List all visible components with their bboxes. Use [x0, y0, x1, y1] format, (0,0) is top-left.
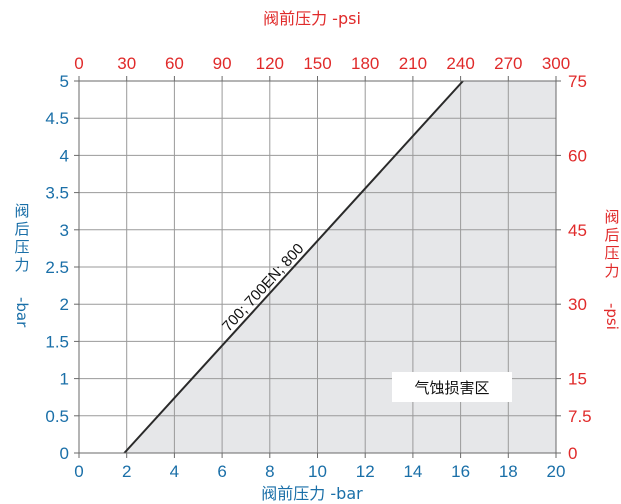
region-label-background: [392, 372, 512, 402]
left-tick-label: 1.5: [45, 332, 69, 351]
right-axis-title-unit: -psi: [603, 303, 621, 330]
top-tick-label: 180: [351, 54, 379, 73]
left-tick-label: 4.5: [45, 109, 69, 128]
right-axis-title-char: 力: [604, 262, 619, 280]
series-layer: [123, 80, 464, 454]
right-tick-label: 45: [568, 221, 587, 240]
top-tick-label: 90: [213, 54, 232, 73]
right-tick-label: 30: [568, 295, 587, 314]
left-tick-label: 4: [60, 146, 69, 165]
bottom-tick-label: 10: [308, 462, 327, 481]
bottom-tick-label: 2: [122, 462, 131, 481]
series-line: [123, 80, 464, 454]
left-tick-label: 2: [60, 295, 69, 314]
right-axis-title-char: 压: [604, 244, 619, 262]
top-tick-label: 30: [117, 54, 136, 73]
ticks-layer: 0 2 4 6 8 10 12 14 16 18 200 30 60 90 120 150 180 210 240 2…: [45, 54, 591, 481]
bottom-tick-label: 4: [170, 462, 179, 481]
left-axis-title-char: 阀: [14, 202, 29, 220]
bottom-tick-label: 12: [356, 462, 375, 481]
left-tick-label: 0.5: [45, 407, 69, 426]
bottom-tick-label: 20: [547, 462, 566, 481]
top-tick-label: 60: [165, 54, 184, 73]
top-tick-label: 0: [74, 54, 83, 73]
left-tick-label: 3: [60, 221, 69, 240]
left-tick-label: 3.5: [45, 184, 69, 203]
top-tick-label: 150: [303, 54, 331, 73]
right-tick-label: 0: [568, 444, 577, 463]
left-tick-label: 0: [60, 444, 69, 463]
bottom-tick-label: 0: [74, 462, 83, 481]
top-tick-label: 240: [446, 54, 474, 73]
right-tick-label: 60: [568, 146, 587, 165]
top-tick-label: 120: [256, 54, 284, 73]
bottom-tick-label: 18: [499, 462, 518, 481]
top-axis-title: 阀前压力 -psi: [263, 9, 361, 28]
bottom-tick-label: 8: [265, 462, 274, 481]
bottom-axis-title: 阀前压力 -bar: [261, 484, 363, 503]
left-axis-title-char: 力: [14, 256, 29, 274]
top-tick-label: 300: [542, 54, 570, 73]
right-tick-label: 75: [568, 72, 587, 91]
right-axis-title-char: 后: [604, 226, 619, 244]
left-axis-title-char: 后: [14, 220, 29, 238]
bottom-tick-label: 16: [451, 462, 470, 481]
top-tick-label: 210: [399, 54, 427, 73]
left-tick-label: 2.5: [45, 258, 69, 277]
bottom-tick-label: 6: [217, 462, 226, 481]
right-tick-label: 15: [568, 370, 587, 389]
right-axis-title-char: 阀: [604, 208, 619, 226]
left-axis-title-unit: -bar: [13, 297, 31, 328]
top-tick-label: 270: [494, 54, 522, 73]
region-label: 气蚀损害区: [414, 379, 489, 397]
right-tick-label: 7.5: [568, 407, 592, 426]
left-axis-title-char: 压: [14, 238, 29, 256]
left-tick-label: 5: [60, 72, 69, 91]
left-tick-label: 1: [60, 370, 69, 389]
bottom-tick-label: 14: [403, 462, 422, 481]
